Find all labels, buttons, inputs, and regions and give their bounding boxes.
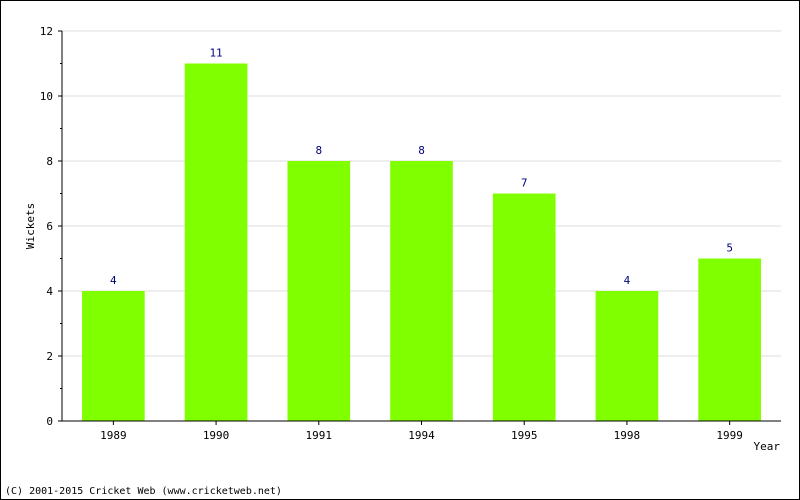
- bar: [698, 258, 761, 421]
- bar: [390, 161, 453, 421]
- bar-value-label: 11: [209, 47, 222, 60]
- y-tick-label: 4: [46, 285, 53, 298]
- bar: [492, 193, 556, 421]
- y-tick-label: 2: [46, 350, 53, 363]
- bar: [184, 63, 248, 421]
- x-tick-label: 1991: [306, 429, 333, 442]
- bar-value-label: 5: [726, 242, 733, 255]
- bar-value-label: 4: [110, 274, 117, 287]
- x-tick-labels: 1989 1990 1991 1994 1995 1998 1999: [100, 421, 743, 442]
- bar-value-label: 8: [418, 144, 425, 157]
- bar: [287, 161, 351, 421]
- x-tick-label: 1990: [203, 429, 230, 442]
- bar-value-label: 8: [315, 144, 322, 157]
- y-tick-label: 12: [40, 25, 53, 38]
- value-labels: 4 11 8 8 7 4 5: [110, 47, 733, 288]
- y-axis-title: Wickets: [24, 203, 37, 249]
- bar: [82, 291, 145, 421]
- x-tick-label: 1989: [100, 429, 127, 442]
- y-tick-label: 10: [40, 90, 53, 103]
- y-tick-label: 6: [46, 220, 53, 233]
- y-tick-label: 8: [46, 155, 53, 168]
- x-tick-label: 1995: [511, 429, 538, 442]
- x-tick-label: 1994: [408, 429, 435, 442]
- bar: [595, 291, 659, 421]
- y-tick-label: 0: [46, 415, 53, 428]
- bar-value-label: 4: [624, 274, 631, 287]
- x-axis-title: Year: [754, 440, 781, 453]
- copyright-text: (C) 2001-2015 Cricket Web (www.cricketwe…: [5, 486, 282, 497]
- bars: [82, 63, 761, 421]
- y-tick-labels: 0 2 4 6 8 10 12: [40, 25, 62, 428]
- bar-value-label: 7: [521, 177, 528, 190]
- x-tick-label: 1999: [716, 429, 743, 442]
- x-tick-label: 1998: [614, 429, 641, 442]
